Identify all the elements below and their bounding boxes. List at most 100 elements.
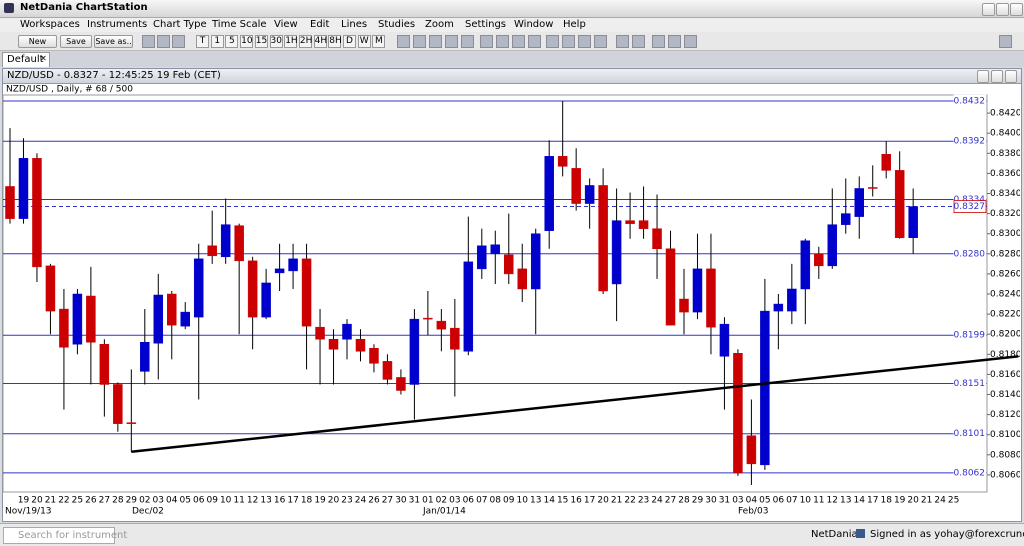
x-tick-label: 04 [746, 496, 758, 506]
timescale-button[interactable]: 1H [284, 35, 298, 48]
candle-body [382, 361, 393, 380]
candle-body [342, 323, 352, 340]
search-field[interactable]: Search for instrument [3, 527, 127, 544]
timescale-button[interactable]: W [357, 35, 371, 48]
candle-body [207, 245, 217, 257]
candle-body [611, 220, 622, 285]
tool-icon[interactable] [594, 35, 607, 48]
tool-icon[interactable] [578, 35, 591, 48]
maximize-button[interactable] [996, 3, 1009, 16]
timescale-button[interactable]: 15 [254, 35, 268, 48]
menu-item[interactable]: View [274, 19, 298, 30]
toolbar-button[interactable]: Save [60, 35, 92, 48]
menu-item[interactable]: Time Scale [212, 19, 267, 30]
tool-icon[interactable] [496, 35, 509, 48]
y-tick-label: 0.8360 [990, 169, 1020, 179]
minimize-button[interactable] [982, 3, 995, 16]
maximize-button[interactable] [991, 70, 1003, 83]
candle-body [288, 258, 298, 272]
x-tick-label: 06 [773, 496, 785, 506]
tool-icon[interactable] [397, 35, 410, 48]
line-label-box [953, 427, 987, 441]
timescale-button[interactable]: 4H [313, 35, 328, 48]
y-tick-label: 0.8240 [990, 290, 1020, 300]
x-tick-label: 29 [126, 496, 138, 506]
tab-label: Default [7, 54, 44, 65]
tool-icon[interactable] [546, 35, 559, 48]
candle-body [463, 261, 474, 352]
candle-body [409, 318, 420, 385]
tool-icon[interactable] [562, 35, 575, 48]
tool-icon[interactable] [445, 35, 458, 48]
timescale-button[interactable]: D [343, 35, 356, 48]
title-bar: NetDania ChartStation [0, 0, 1024, 18]
x-tick-label: 13 [530, 496, 541, 506]
x-tick-label: 23 [341, 496, 352, 506]
timescale-button[interactable]: 10 [240, 35, 254, 48]
timescale-button[interactable]: 30 [269, 35, 283, 48]
candle-body [59, 308, 69, 348]
chart-type-icon[interactable] [142, 35, 155, 48]
chart-type-icon[interactable] [172, 35, 185, 48]
tool-icon[interactable] [652, 35, 665, 48]
candle-body [247, 260, 258, 318]
timescale-button[interactable]: 8H [328, 35, 342, 48]
menu-item[interactable]: Help [563, 19, 586, 30]
candle-body [301, 258, 312, 327]
tab[interactable]: Default ✕ [2, 52, 50, 67]
candle-body [274, 268, 285, 274]
period-label: Jan/01/14 [422, 507, 466, 517]
candle-body [113, 384, 123, 424]
period-label: Nov/19/13 [5, 507, 52, 517]
timescale-button[interactable]: T [196, 35, 209, 48]
timescale-button[interactable]: 5 [225, 35, 239, 48]
timescale-button[interactable]: 1 [210, 35, 224, 48]
menu-item[interactable]: Edit [310, 19, 330, 30]
chart-type-icon[interactable] [157, 35, 170, 48]
tool-icon[interactable] [616, 35, 629, 48]
tab-close[interactable]: ✕ [40, 54, 47, 63]
candle-body [450, 327, 460, 350]
tool-icon[interactable] [528, 35, 541, 48]
menu-item[interactable]: Lines [341, 19, 368, 30]
menu-item[interactable]: Chart Type [153, 19, 207, 30]
brand-icon [856, 529, 865, 538]
x-tick-label: 09 [503, 496, 515, 506]
menu-item[interactable]: Zoom [425, 19, 454, 30]
tool-icon[interactable] [413, 35, 426, 48]
panel-icon[interactable] [999, 35, 1012, 48]
line-label-box [953, 466, 987, 480]
menu-item[interactable]: Workspaces [20, 19, 80, 30]
x-tick-label: 16 [570, 496, 582, 506]
close-button[interactable] [1005, 70, 1017, 83]
candle-body [746, 435, 757, 465]
menu-item[interactable]: Window [514, 19, 554, 30]
menu-item[interactable]: Settings [465, 19, 507, 30]
x-tick-label: 17 [584, 496, 595, 506]
menu-item[interactable]: Instruments [87, 19, 148, 30]
tool-icon[interactable] [632, 35, 645, 48]
brand: NetDania [811, 529, 858, 540]
tool-icon[interactable] [429, 35, 442, 48]
x-tick-label: 24 [934, 496, 946, 506]
close-button[interactable] [1010, 3, 1023, 16]
timescale-button[interactable]: M [372, 35, 386, 48]
x-tick-label: 05 [759, 496, 770, 506]
minimize-button[interactable] [977, 70, 989, 83]
tool-icon[interactable] [512, 35, 525, 48]
candle-body [692, 268, 703, 313]
toolbar-button[interactable]: New [18, 35, 57, 48]
timescale-button[interactable]: 2H [298, 35, 313, 48]
y-tick-label: 0.8400 [990, 129, 1020, 139]
candle-body [894, 170, 905, 238]
candle-body [477, 245, 487, 270]
tool-icon[interactable] [684, 35, 697, 48]
tool-icon[interactable] [461, 35, 474, 48]
tool-icon[interactable] [480, 35, 493, 48]
candle-body [571, 168, 581, 204]
tool-icon[interactable] [668, 35, 681, 48]
menu-item[interactable]: Studies [378, 19, 416, 30]
x-tick-label: 20 [31, 496, 43, 506]
toolbar-button[interactable]: Save as.. [94, 35, 133, 48]
x-tick-label: 26 [368, 496, 380, 506]
